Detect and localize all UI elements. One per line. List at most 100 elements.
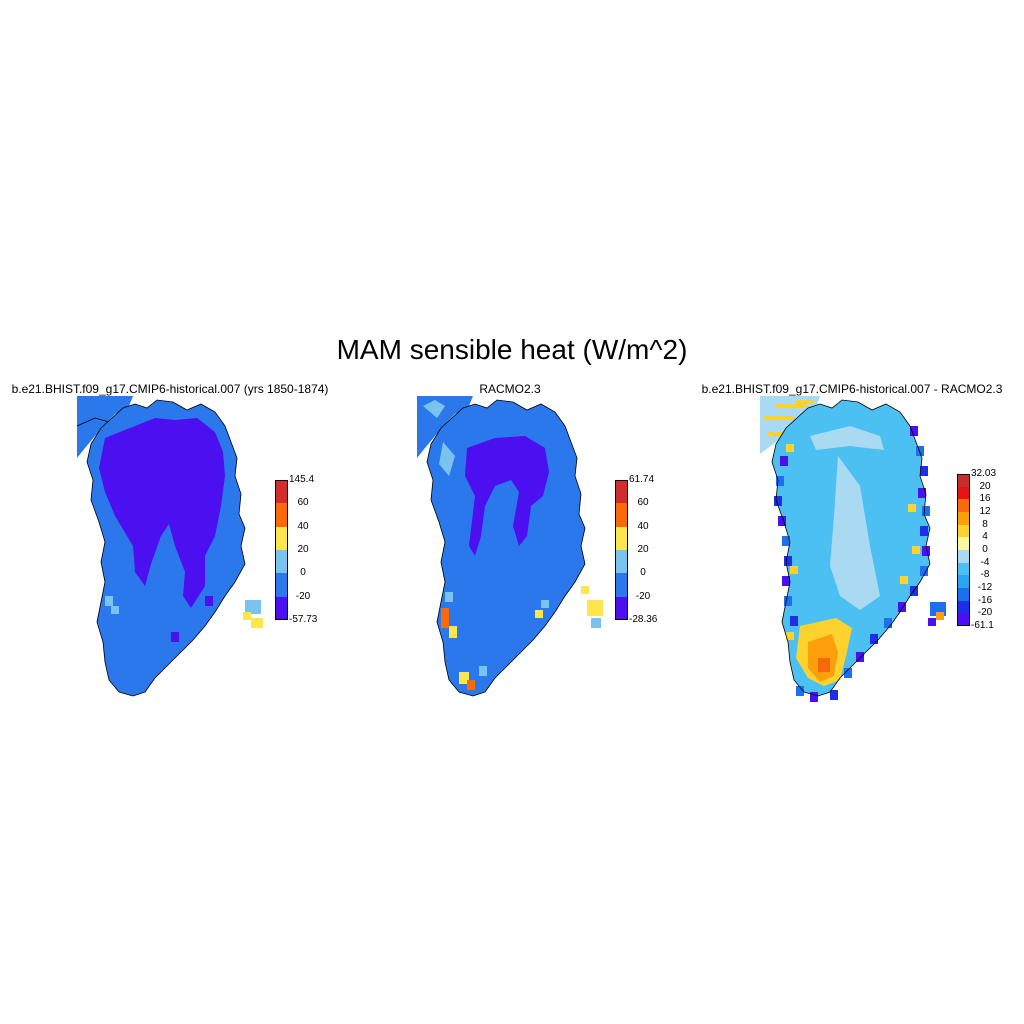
coastal-patch xyxy=(171,632,179,642)
colorbar-box xyxy=(957,474,970,487)
coastal-cell xyxy=(912,546,920,554)
warm-region xyxy=(818,658,830,672)
coastal-cell xyxy=(920,466,928,476)
island-land xyxy=(587,600,603,616)
coastal-patch xyxy=(445,592,453,602)
coastal-cell xyxy=(782,576,790,586)
coastal-cell xyxy=(782,536,790,546)
colorbar-label: -20 xyxy=(295,590,311,602)
colorbar-label: 145.4 xyxy=(289,474,315,485)
ellesmere-patch xyxy=(423,400,445,418)
panel-1-title: b.e21.BHIST.f09_g17.CMIP6-historical.007… xyxy=(11,382,329,396)
coastal-patch xyxy=(105,596,113,606)
coastal-patch xyxy=(535,610,543,618)
colorbar-box xyxy=(957,512,970,525)
panel-3-title: b.e21.BHIST.f09_g17.CMIP6-historical.007… xyxy=(701,382,1003,396)
coastal-cell xyxy=(784,596,792,606)
colorbar-box xyxy=(957,550,970,563)
colorbar-label: -12 xyxy=(977,582,993,593)
ellesmere-patch xyxy=(796,400,814,404)
colorbar-label: 0 xyxy=(640,567,646,579)
coastal-cell xyxy=(786,444,794,452)
coastal-patch xyxy=(441,608,449,628)
island-land xyxy=(243,612,251,620)
colorbar-label: 8 xyxy=(982,518,988,530)
ellesmere-patch xyxy=(768,432,792,436)
figure-title: MAM sensible heat (W/m^2) xyxy=(336,334,688,365)
colorbar-label: -16 xyxy=(977,594,993,606)
colorbar-label: 4 xyxy=(982,531,988,543)
colorbar-label: 60 xyxy=(297,497,309,509)
colorbar-box xyxy=(275,503,288,527)
coastal-cell xyxy=(844,668,852,678)
interior-region xyxy=(465,436,549,506)
colorbar-box xyxy=(957,537,970,550)
colorbar-label: 60 xyxy=(637,497,649,509)
panel-2-colorbar: -28.36 -20 0 20 40 60 61.74 xyxy=(615,474,675,625)
island-land xyxy=(245,600,261,614)
coastal-patch xyxy=(439,442,455,476)
coastal-cell xyxy=(796,686,804,696)
colorbar-label: 40 xyxy=(637,520,649,532)
coastal-patch xyxy=(541,600,549,608)
colorbar-label: -28.36 xyxy=(629,614,658,625)
island-land xyxy=(591,618,601,628)
coastal-cell xyxy=(786,632,794,640)
coastal-patch xyxy=(111,606,119,614)
coastal-cell xyxy=(810,692,818,702)
interior-region xyxy=(99,418,225,608)
colorbar-box xyxy=(957,524,970,538)
coastal-patch xyxy=(581,586,589,594)
colorbar-label: 32.03 xyxy=(971,468,997,479)
ellesmere-coast xyxy=(76,417,110,427)
coastal-cell xyxy=(776,476,784,486)
colorbar-label: -57.73 xyxy=(289,614,318,625)
colorbar-box xyxy=(275,526,288,550)
panel-3-map xyxy=(760,396,946,702)
colorbar-box xyxy=(957,600,970,614)
coastal-cell xyxy=(870,634,878,644)
coastal-cell xyxy=(922,546,930,556)
coastal-cell xyxy=(910,426,918,436)
interior-region xyxy=(513,492,531,546)
colorbar-box xyxy=(957,575,970,588)
colorbar-box xyxy=(615,596,628,620)
coastal-cell xyxy=(898,602,906,612)
coastal-patch xyxy=(479,666,487,676)
colorbar-label: -20 xyxy=(635,590,651,602)
colorbar-label: 61.74 xyxy=(629,474,655,485)
colorbar-box xyxy=(957,486,970,500)
island-land xyxy=(251,618,263,628)
colorbar-box xyxy=(275,573,288,597)
panel-2-map xyxy=(417,396,603,697)
coastal-cell xyxy=(920,566,928,576)
interior-region xyxy=(469,496,485,556)
coastal-cell xyxy=(908,504,916,512)
coastline xyxy=(771,399,931,697)
colorbar-label: 40 xyxy=(297,520,309,532)
coastal-patch xyxy=(459,672,469,684)
colorbar-box xyxy=(957,562,970,576)
coastal-cell xyxy=(900,576,908,584)
coastal-cell xyxy=(774,496,782,506)
colorbar-box xyxy=(957,588,970,601)
island-land xyxy=(928,618,936,626)
colorbar-box xyxy=(615,526,628,550)
coastal-cell xyxy=(856,652,864,662)
colorbar-box xyxy=(957,499,970,512)
coastal-cell xyxy=(778,516,786,526)
coastline xyxy=(426,399,586,697)
coastal-patch xyxy=(449,626,457,638)
coastal-cell xyxy=(784,556,792,566)
coastal-cell xyxy=(922,506,930,516)
interior-region xyxy=(830,456,880,610)
panel-1-colorbar: -57.73 -20 0 20 40 60 145.4 xyxy=(275,474,335,625)
colorbar-label: 20 xyxy=(297,544,309,555)
coastal-cell xyxy=(916,446,924,456)
panel-3-colorbar: -61.1 -20 -16 -12 -8 -4 0 4 8 12 16 20 32.03 xyxy=(957,468,1017,631)
colorbar-label: -61.1 xyxy=(971,620,994,631)
colorbar-label: 20 xyxy=(979,480,991,492)
island-land xyxy=(936,612,944,620)
coastal-patch xyxy=(205,596,213,606)
colorbar-label: -4 xyxy=(980,556,990,568)
